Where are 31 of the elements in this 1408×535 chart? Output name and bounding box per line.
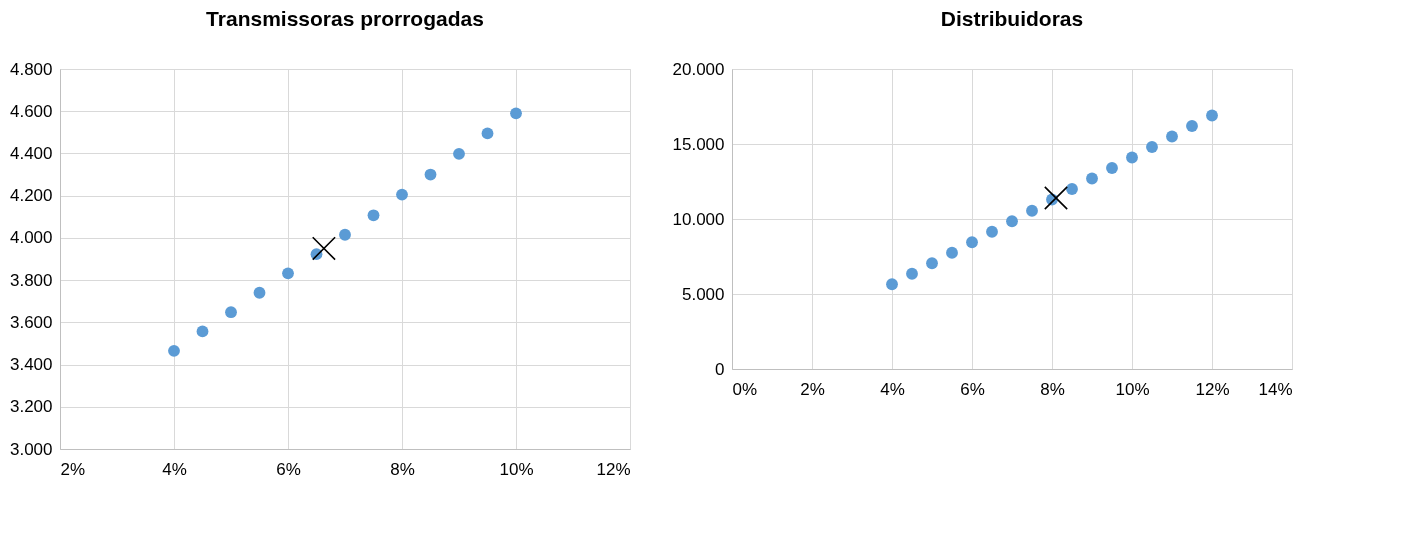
y-tick-label: 10.000 [672, 209, 725, 229]
y-tick-label: 3.000 [9, 439, 53, 459]
x-tick-label: 6% [276, 459, 301, 479]
x-tick-label: 4% [162, 459, 187, 479]
x-tick-label: 12% [1195, 379, 1230, 399]
x-tick-label: 12% [596, 459, 631, 479]
y-tick-label: 4.200 [9, 186, 53, 206]
x-tick-label: 10% [1115, 379, 1150, 399]
x-tick-label: 8% [1040, 379, 1065, 399]
y-tick-label: 15.000 [672, 134, 725, 154]
y-tick-label: 3.200 [9, 397, 53, 417]
y-tick-label: 4.400 [9, 143, 53, 163]
y-tick-label: 4.000 [9, 228, 53, 248]
y-tick-label: 20.000 [672, 59, 725, 79]
x-tick-label: 4% [880, 379, 905, 399]
x-tick-label: 0% [732, 379, 758, 399]
x-tick-label: 14% [1258, 379, 1293, 399]
x-tick-label: 6% [960, 379, 985, 399]
x-tick-label: 2% [800, 379, 825, 399]
y-tick-label: 3.600 [9, 312, 53, 332]
y-tick-label: 4.600 [9, 101, 53, 121]
y-tick-label: 5.000 [681, 284, 725, 304]
y-tick-label: 3.800 [9, 270, 53, 290]
x-tick-label: 8% [390, 459, 415, 479]
y-tick-label: 3.400 [9, 355, 53, 375]
y-tick-label: 4.800 [9, 59, 53, 79]
x-tick-label: 2% [60, 459, 86, 479]
chart-title: Distribuidoras [940, 7, 1084, 30]
chart-title: Transmissoras prorrogadas [206, 7, 484, 30]
x-tick-label: 10% [499, 459, 534, 479]
y-tick-label: 0 [715, 359, 725, 379]
